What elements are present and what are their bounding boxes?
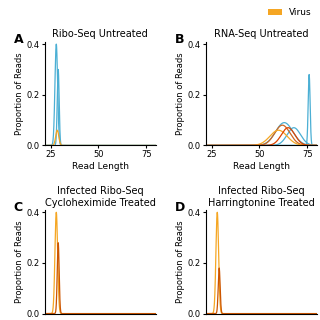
Legend: Virus: Virus	[265, 4, 316, 21]
Title: Infected Ribo-Seq
Harringtonine Treated: Infected Ribo-Seq Harringtonine Treated	[208, 186, 315, 208]
Text: D: D	[175, 202, 185, 214]
Y-axis label: Proportion of Reads: Proportion of Reads	[176, 52, 185, 135]
Y-axis label: Proportion of Reads: Proportion of Reads	[176, 220, 185, 303]
Text: B: B	[175, 33, 184, 46]
Text: A: A	[14, 33, 23, 46]
Y-axis label: Proportion of Reads: Proportion of Reads	[15, 220, 24, 303]
X-axis label: Read Length: Read Length	[233, 162, 290, 171]
Title: Ribo-Seq Untreated: Ribo-Seq Untreated	[52, 29, 148, 39]
Title: Infected Ribo-Seq
Cycloheximide Treated: Infected Ribo-Seq Cycloheximide Treated	[45, 186, 156, 208]
Y-axis label: Proportion of Reads: Proportion of Reads	[15, 52, 24, 135]
X-axis label: Read Length: Read Length	[72, 162, 129, 171]
Text: C: C	[14, 202, 23, 214]
Title: RNA-Seq Untreated: RNA-Seq Untreated	[214, 29, 308, 39]
